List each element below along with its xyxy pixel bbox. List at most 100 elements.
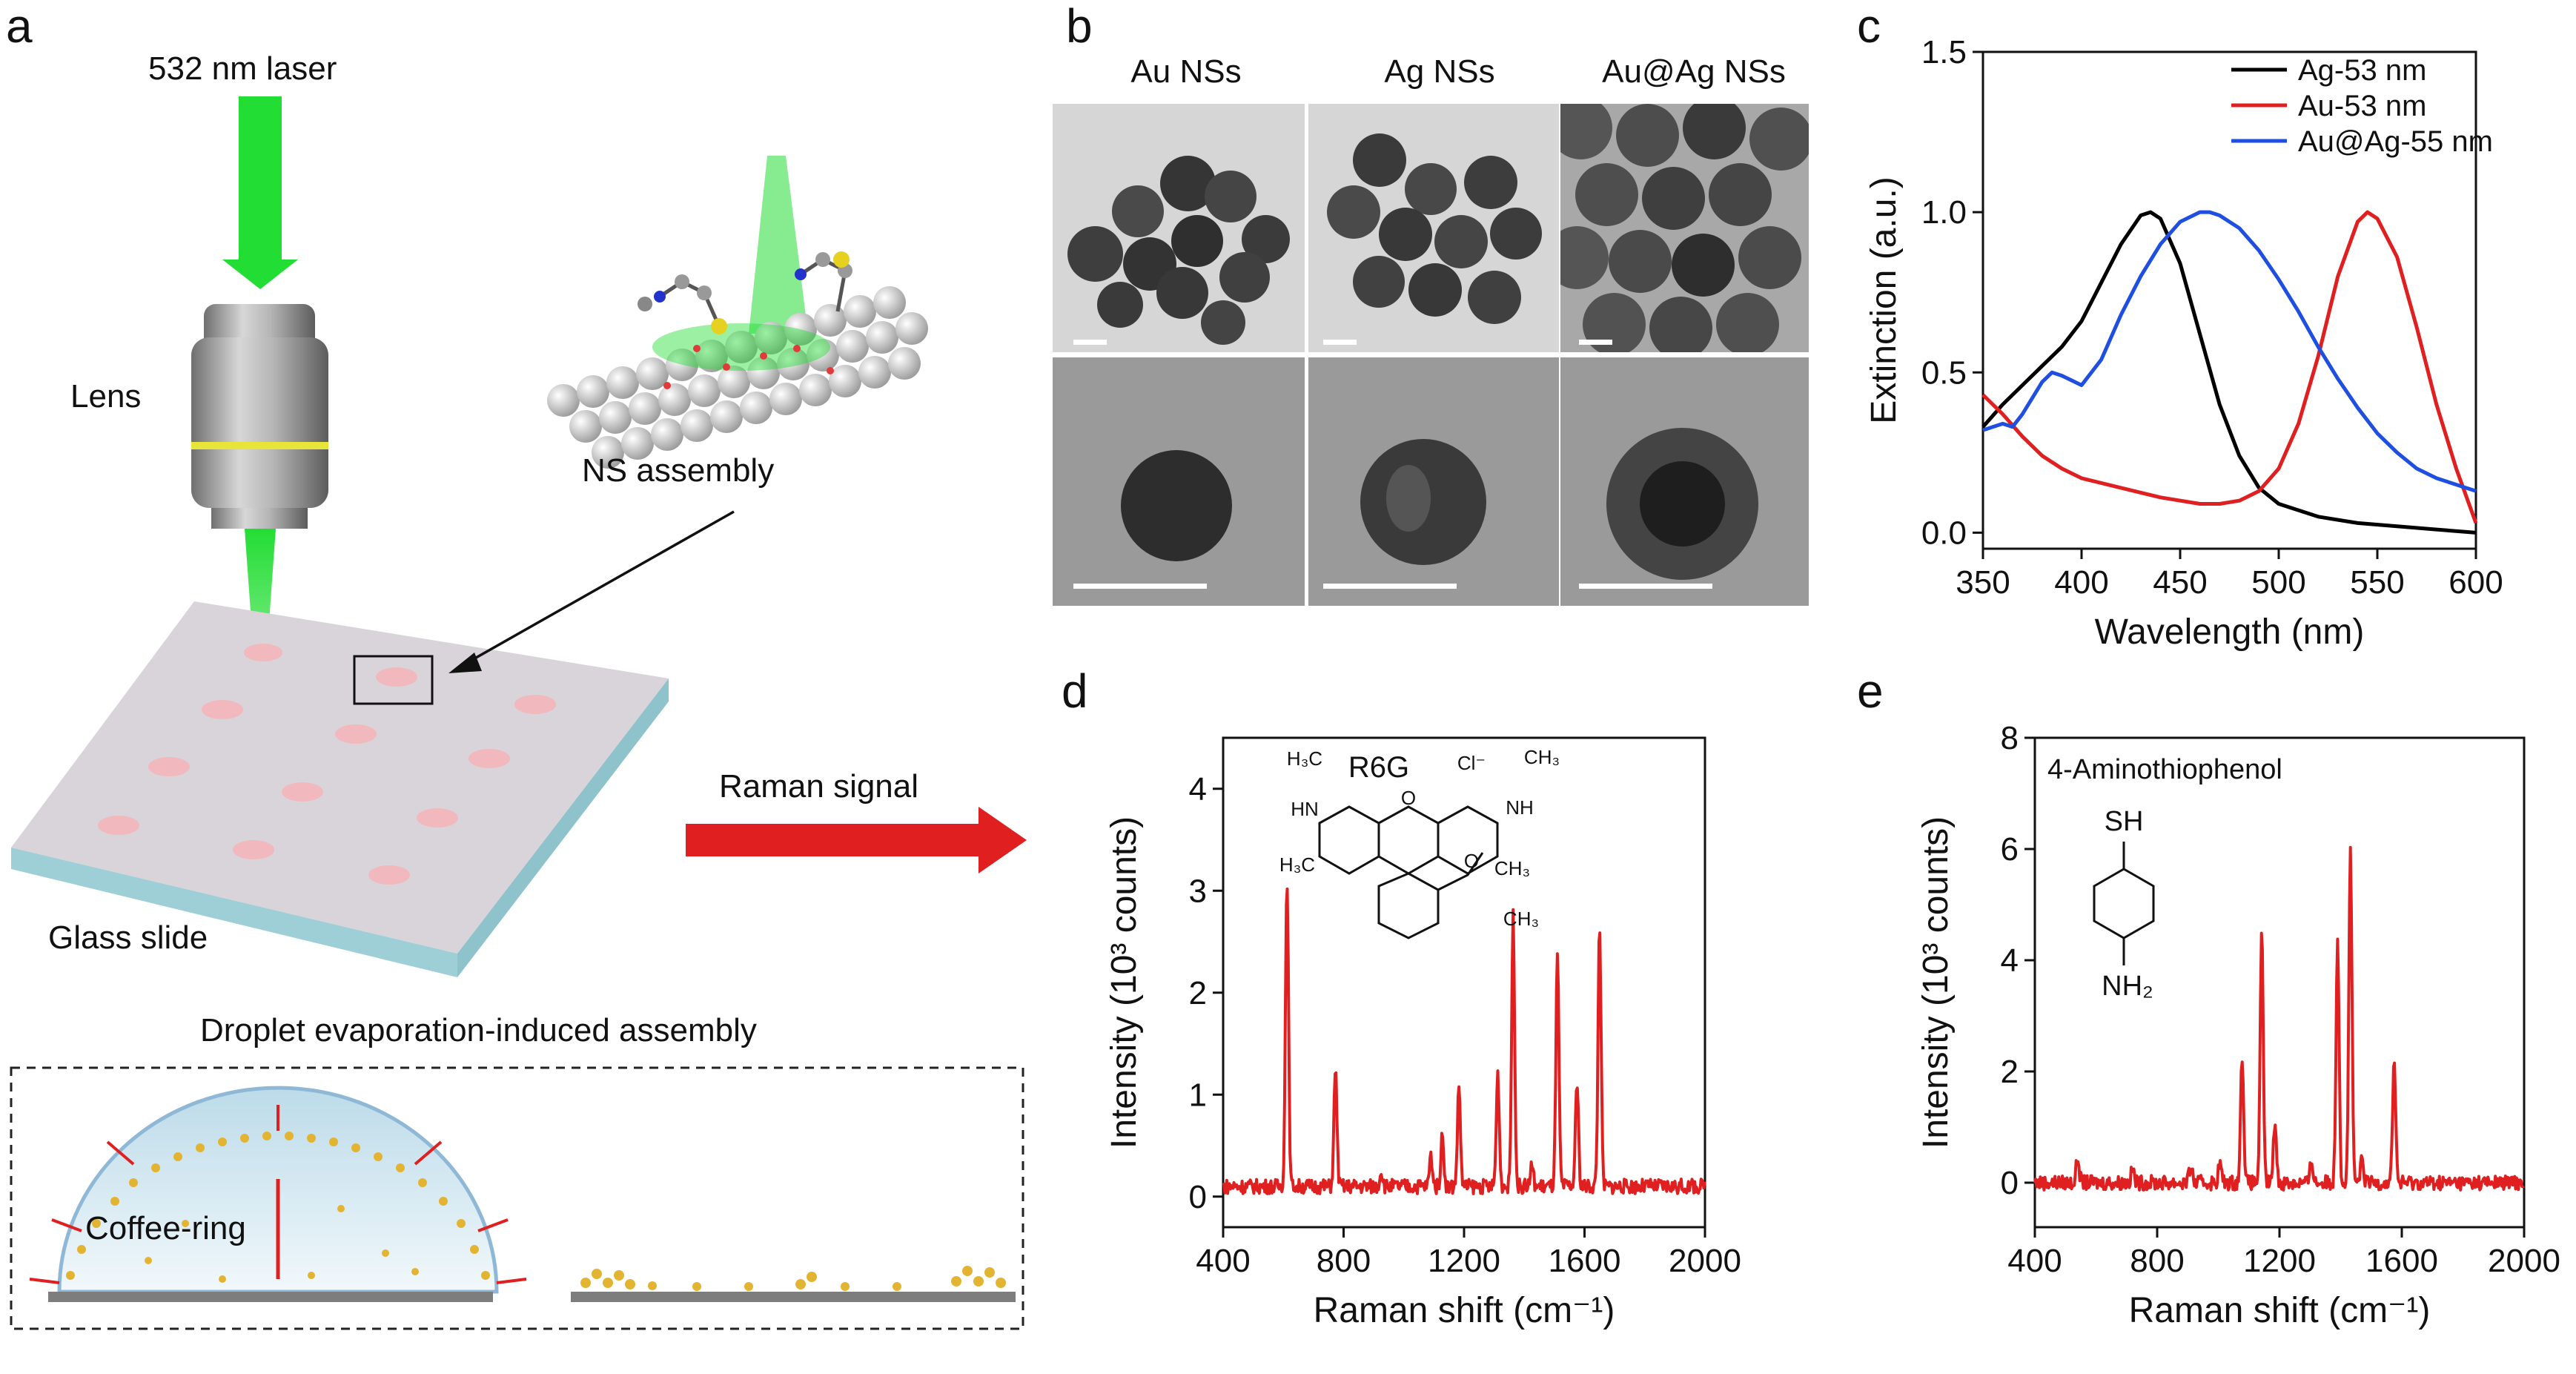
y-tick-label: 0 <box>1189 1179 1207 1215</box>
label-ch3-top: CH₃ <box>1524 746 1560 768</box>
label-ch3-ester: CH₃ <box>1503 908 1539 930</box>
r6g-structure <box>1318 805 1499 939</box>
x-tick-label: 1200 <box>1428 1243 1500 1279</box>
ns-assembly-illustration <box>547 156 928 469</box>
y-axis-label: Intensity (10³ counts) <box>1916 816 1956 1149</box>
label-o-ring: O <box>1401 787 1416 809</box>
label-hn: HN <box>1291 798 1319 820</box>
scale-bar <box>1323 340 1357 345</box>
y-tick-label: 3 <box>1189 873 1207 909</box>
ring-right <box>1437 805 1499 875</box>
scale-bar <box>1579 584 1712 589</box>
ring-middle <box>1377 805 1440 875</box>
series-line-0 <box>1981 210 2477 535</box>
panel-a-schematic <box>10 96 1027 1330</box>
label-h3c-top: H₃C <box>1287 747 1322 770</box>
objective-lens <box>191 304 328 529</box>
panel-label-c: c <box>1857 0 1881 53</box>
x-tick-label: 500 <box>2251 564 2305 601</box>
x-tick-label: 2000 <box>1669 1243 1741 1279</box>
droplet-box <box>10 1066 1024 1330</box>
label-h3c-side: H₃C <box>1279 853 1315 876</box>
x-tick-label: 400 <box>2007 1243 2062 1279</box>
droplet-title: Droplet evaporation-induced assembly <box>200 1012 757 1048</box>
scale-bar <box>1073 340 1107 345</box>
atp-structure <box>2093 842 2155 965</box>
zoom-arrow <box>448 510 735 673</box>
y-tick-label: 1.0 <box>1921 194 1967 231</box>
x-tick-label: 1600 <box>2365 1243 2438 1279</box>
evaporating-droplet <box>29 1086 527 1302</box>
ring-lower <box>1377 872 1440 939</box>
label-cl: Cl⁻ <box>1457 752 1486 774</box>
x-tick-label: 800 <box>2130 1243 2184 1279</box>
tem-auag-single <box>1560 357 1809 606</box>
y-tick-label: 0 <box>2001 1165 2019 1201</box>
droplet-spots <box>98 644 556 885</box>
y-tick-label: 0.5 <box>1921 354 1967 391</box>
tem-auag-overview <box>1560 104 1809 352</box>
y-tick-label: 2 <box>2001 1054 2019 1090</box>
series-line-2 <box>1982 210 2477 493</box>
ring-left <box>1318 805 1380 875</box>
coffee-ring-deposit <box>571 1266 1016 1302</box>
y-tick-label: 4 <box>2001 942 2019 979</box>
x-axis-label: Wavelength (nm) <box>2095 612 2365 652</box>
panel-label-d: d <box>1062 664 1088 718</box>
y-tick-label: 4 <box>1189 771 1207 807</box>
x-tick-label: 400 <box>2054 564 2108 601</box>
y-tick-label: 1.5 <box>1921 34 1967 70</box>
x-tick-label: 600 <box>2448 564 2503 601</box>
tem-ag-overview <box>1308 104 1559 352</box>
x-axis-label: Raman shift (cm⁻¹) <box>2129 1291 2431 1330</box>
legend-label-2: Au@Ag-55 nm <box>2298 125 2493 158</box>
x-tick-label: 550 <box>2350 564 2404 601</box>
tem-ag-single <box>1308 357 1559 606</box>
y-tick-label: 1 <box>1189 1077 1207 1113</box>
y-axis-label: Intensity (10³ counts) <box>1105 816 1144 1149</box>
glass-slide-label: Glass slide <box>48 919 208 956</box>
y-tick-label: 0.0 <box>1921 515 1967 551</box>
zoom-box <box>353 655 434 705</box>
laser-arrow <box>222 96 298 289</box>
panel-label-b: b <box>1066 0 1093 53</box>
panel-label-e: e <box>1857 664 1884 718</box>
tem-col-title-auag: Au@Ag NSs <box>1602 53 1786 90</box>
x-axis-label: Raman shift (cm⁻¹) <box>1314 1291 1615 1330</box>
label-nh-plus: NH <box>1506 796 1534 819</box>
ns-assembly-label: NS assembly <box>582 452 775 489</box>
raman-signal-label: Raman signal <box>719 768 919 805</box>
label-ch3-side: CH₃ <box>1494 857 1530 879</box>
y-tick-label: 6 <box>2001 831 2019 868</box>
tem-col-title-au: Au NSs <box>1130 53 1242 90</box>
lens-label: Lens <box>70 378 142 414</box>
spectrum-line <box>1222 887 1706 1195</box>
series-line-1 <box>1981 210 2478 524</box>
y-tick-label: 8 <box>2001 720 2019 756</box>
tem-col-title-ag: Ag NSs <box>1384 53 1495 90</box>
y-axis-label: Extinction (a.u.) <box>1864 176 1904 423</box>
label-nh2: NH₂ <box>2102 971 2153 1002</box>
scale-bar <box>1323 584 1457 589</box>
laser-label: 532 nm laser <box>148 50 337 87</box>
spectrum-line <box>2033 845 2525 1192</box>
x-tick-label: 450 <box>2153 564 2207 601</box>
panel-label-a: a <box>6 0 33 53</box>
x-tick-label: 1200 <box>2243 1243 2316 1279</box>
x-tick-label: 2000 <box>2488 1243 2560 1279</box>
label-sh: SH <box>2105 806 2144 837</box>
x-tick-label: 800 <box>1317 1243 1371 1279</box>
x-tick-label: 1600 <box>1549 1243 1621 1279</box>
chart-raman-atp: 400 800 1200 1600 2000 0 2 4 6 8 Raman shift (cm⁻¹… <box>1916 720 2560 1330</box>
ester-chain <box>1437 852 1484 891</box>
chart-extinction: 350 400 450 500 550 600 0.0 0.5 1.0 1.5 Wavelength… <box>1864 34 2503 652</box>
y-tick-label: 2 <box>1189 975 1207 1011</box>
molecule-name: R6G <box>1348 751 1409 784</box>
label-o-ester: O <box>1464 850 1479 872</box>
molecule-name: 4-Aminothiophenol <box>2047 754 2282 785</box>
x-tick-label: 400 <box>1196 1243 1250 1279</box>
legend-label-0: Ag-53 nm <box>2298 54 2426 87</box>
legend-label-1: Au-53 nm <box>2298 90 2426 122</box>
tem-au-overview <box>1053 104 1305 352</box>
raman-signal-arrow <box>686 807 1027 873</box>
